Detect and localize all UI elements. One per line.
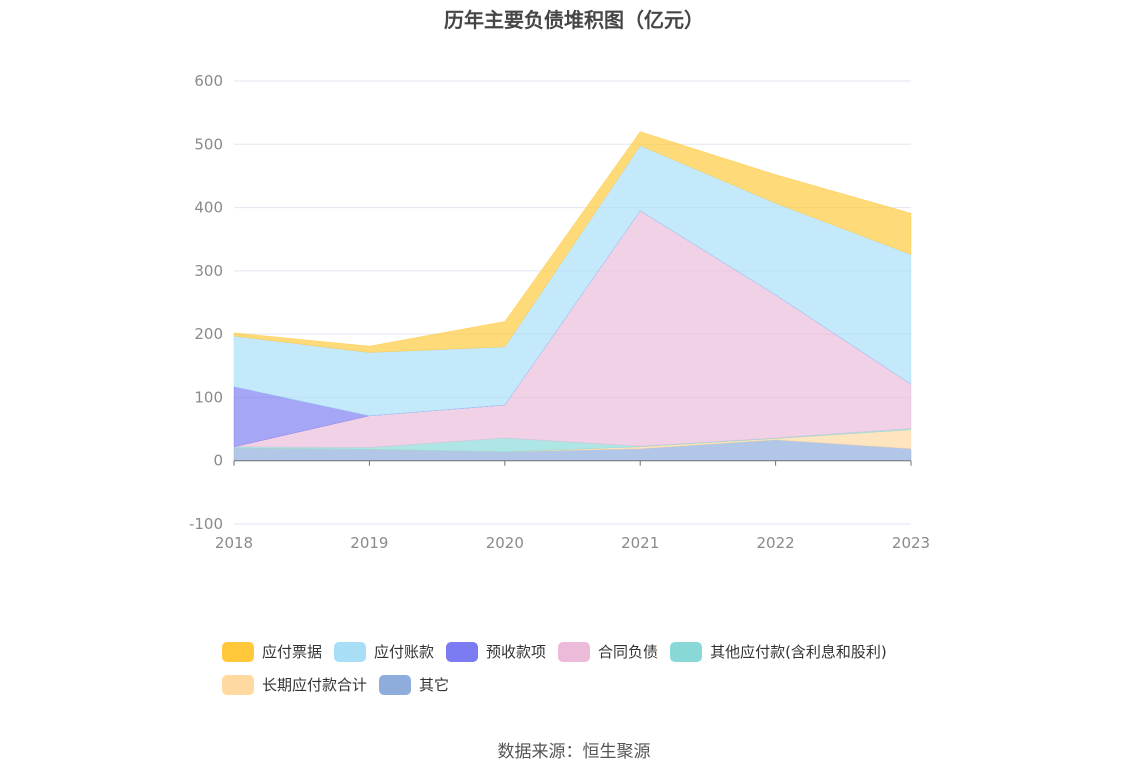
axes: -100 0 100 200 300 400 500 600 2018 2019 2020 2021 2… xyxy=(189,72,930,552)
legend-label: 合同负债 xyxy=(598,643,659,661)
area-series-应付票据 xyxy=(233,131,912,353)
data-source-note: 数据来源：恒生聚源 xyxy=(497,742,651,762)
y-tick-label: 0 xyxy=(213,452,223,470)
y-tick-label: 500 xyxy=(194,135,223,153)
legend-swatch xyxy=(222,674,254,695)
x-tick-label: 2019 xyxy=(350,534,388,552)
x-tick-label: 2023 xyxy=(892,534,930,552)
legend-swatch xyxy=(558,641,591,662)
area-series xyxy=(233,131,912,461)
chart-title: 历年主要负债堆积图（亿元） xyxy=(444,8,704,32)
x-tick-label: 2018 xyxy=(215,534,253,552)
legend-swatch xyxy=(446,641,479,662)
y-tick-label: 600 xyxy=(194,72,223,90)
legend-swatch xyxy=(334,641,367,662)
legend-item[interactable]: 其它 xyxy=(379,673,449,696)
legend-item[interactable]: 其他应付款(含利息和股利) xyxy=(670,640,887,663)
legend: 应付票据 应付账款 预收款项 合同负债 其他应付款(含利息和股利) 长期应付款合计 其它 xyxy=(222,640,962,706)
y-tick-label: 400 xyxy=(194,199,223,217)
y-tick-label: 300 xyxy=(194,262,223,280)
legend-label: 预收款项 xyxy=(486,643,547,661)
x-tick-label: 2021 xyxy=(621,534,659,552)
y-tick-label: 100 xyxy=(194,388,223,406)
x-tick-label: 2022 xyxy=(757,534,795,552)
legend-item[interactable]: 预收款项 xyxy=(446,640,546,663)
y-tick-label: 200 xyxy=(194,325,223,343)
legend-item[interactable]: 长期应付款合计 xyxy=(222,673,367,696)
y-tick-label: -100 xyxy=(189,515,223,533)
x-tick-label: 2020 xyxy=(486,534,524,552)
legend-label: 其它 xyxy=(419,676,450,694)
legend-swatch xyxy=(222,641,254,662)
legend-swatch xyxy=(379,674,412,695)
legend-swatch xyxy=(670,641,703,662)
legend-item[interactable]: 应付账款 xyxy=(334,640,434,663)
legend-item[interactable]: 合同负债 xyxy=(558,640,658,663)
legend-label: 长期应付款合计 xyxy=(262,676,368,694)
stacked-area-chart: -100 0 100 200 300 400 500 600 2018 2019 2020 2021 2… xyxy=(189,72,930,552)
legend-label: 应付账款 xyxy=(374,643,435,661)
legend-label: 应付票据 xyxy=(262,643,323,661)
legend-item[interactable]: 应付票据 xyxy=(222,640,322,663)
legend-label: 其他应付款(含利息和股利) xyxy=(710,643,887,661)
